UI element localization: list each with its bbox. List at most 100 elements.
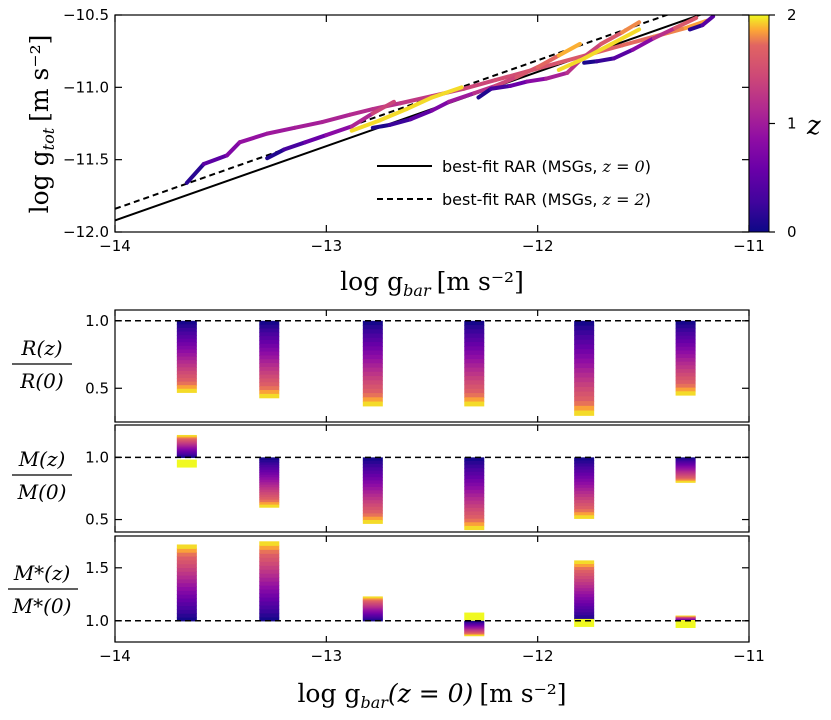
bar-segment xyxy=(675,466,696,468)
bar-segment xyxy=(362,596,383,599)
bar-segment xyxy=(464,325,485,330)
bottom-xlabel-main: log g xyxy=(297,679,360,708)
bar-segment xyxy=(574,320,595,327)
bar-segment xyxy=(464,367,485,373)
bar-segment xyxy=(362,487,383,491)
main-ytick-label: −10.5 xyxy=(63,6,109,24)
bar-segment xyxy=(362,604,383,607)
bar-segment xyxy=(362,397,383,403)
bar-segment xyxy=(362,506,383,511)
bar-segment xyxy=(259,604,280,610)
bar-segment xyxy=(362,503,383,508)
bar-segment xyxy=(464,475,485,480)
bar-segment xyxy=(259,499,280,503)
bar-segment xyxy=(675,380,696,385)
track-1-segment xyxy=(370,99,396,116)
bar-segment xyxy=(464,371,485,377)
bar-segment xyxy=(362,607,383,610)
r-ylabel: R(z) R(0) xyxy=(12,336,72,393)
bar-segment xyxy=(574,391,595,397)
bar-segment xyxy=(259,472,280,476)
bottom-xlabel-unit: [m s⁻²] xyxy=(479,679,566,708)
bar-segment xyxy=(176,455,197,457)
bar-segment xyxy=(574,368,595,374)
bar-segment xyxy=(176,544,197,549)
bar-segment xyxy=(675,328,696,333)
track-2-segment xyxy=(430,99,451,113)
m-ylabel-num: M(z) xyxy=(18,447,66,471)
bar-segment xyxy=(259,581,280,586)
bar-segment xyxy=(362,477,383,482)
bar-segment xyxy=(176,552,197,557)
bar-segment xyxy=(259,370,280,376)
bar-segment xyxy=(176,367,197,372)
bar-segment xyxy=(574,572,595,577)
bar-segment xyxy=(362,359,383,364)
bar-segment xyxy=(574,481,595,486)
bar-segment xyxy=(675,458,696,461)
bar-segment xyxy=(574,405,595,412)
main-xlabel-sub: bar xyxy=(403,281,432,300)
bar-segment xyxy=(259,577,280,582)
bar-segment xyxy=(176,453,197,456)
bar-segment xyxy=(176,613,197,618)
bar-segment xyxy=(176,571,197,576)
m-bars xyxy=(176,434,696,531)
bar-segment xyxy=(176,597,197,603)
track-0-segment xyxy=(398,94,434,106)
bar-segment xyxy=(176,363,197,368)
bar-segment xyxy=(362,618,383,621)
bar-segment xyxy=(362,598,383,601)
bar-segment xyxy=(362,367,383,373)
bar-segment xyxy=(362,320,383,326)
bar-segment xyxy=(362,467,383,472)
bar-segment xyxy=(259,504,280,508)
track-3-segment xyxy=(599,30,625,46)
bar-segment xyxy=(362,350,383,356)
bar-segment xyxy=(464,457,485,462)
track-0-segment xyxy=(620,34,656,48)
bar-segment xyxy=(464,489,485,495)
bar-segment xyxy=(259,492,280,496)
main-ytick-label: −11.5 xyxy=(63,151,109,169)
bar-segment xyxy=(176,388,197,393)
bar-segment xyxy=(464,622,485,624)
bar-segment xyxy=(259,382,280,387)
main-ylabel: log gtot [m s⁻²] xyxy=(25,35,58,214)
bar-segment xyxy=(675,354,696,359)
bar-segment xyxy=(259,596,280,602)
bar-segment xyxy=(176,447,197,449)
bar-segment xyxy=(176,439,197,442)
bar-segment xyxy=(176,331,197,336)
track-1-segment xyxy=(303,133,329,145)
bar-segment xyxy=(259,477,280,481)
track-2-segment xyxy=(514,65,540,80)
bar-segment xyxy=(176,609,197,614)
main-ylabel-sub: tot xyxy=(39,127,58,150)
bar-segment xyxy=(464,363,485,369)
colorbar-ticks: 0 1 2 xyxy=(769,6,797,241)
bar-segment xyxy=(259,355,280,360)
legend-label-z0: best-fit RAR (MSGs, z = 0) xyxy=(442,157,651,176)
bar-segment xyxy=(259,482,280,486)
ytick-label: 1.0 xyxy=(85,612,109,630)
track-6-segment xyxy=(430,85,464,100)
bar-segment xyxy=(675,462,696,465)
bar-segment xyxy=(464,625,485,628)
bar-segment xyxy=(176,449,197,452)
bar-segment xyxy=(574,493,595,498)
bar-segment xyxy=(464,486,485,491)
bar-segment xyxy=(259,332,280,337)
bar-segment xyxy=(574,466,595,471)
bar-segment xyxy=(176,446,197,448)
track-7-segment xyxy=(609,27,642,46)
bar-segment xyxy=(675,471,696,473)
bar-segment xyxy=(259,549,280,554)
bar-segment xyxy=(176,559,197,565)
bar-segment xyxy=(464,628,485,630)
track-4-segment xyxy=(611,47,635,61)
bar-segment xyxy=(259,347,280,353)
bar-segment xyxy=(259,502,280,506)
bar-segment xyxy=(574,484,595,489)
bar-segment xyxy=(176,324,197,329)
